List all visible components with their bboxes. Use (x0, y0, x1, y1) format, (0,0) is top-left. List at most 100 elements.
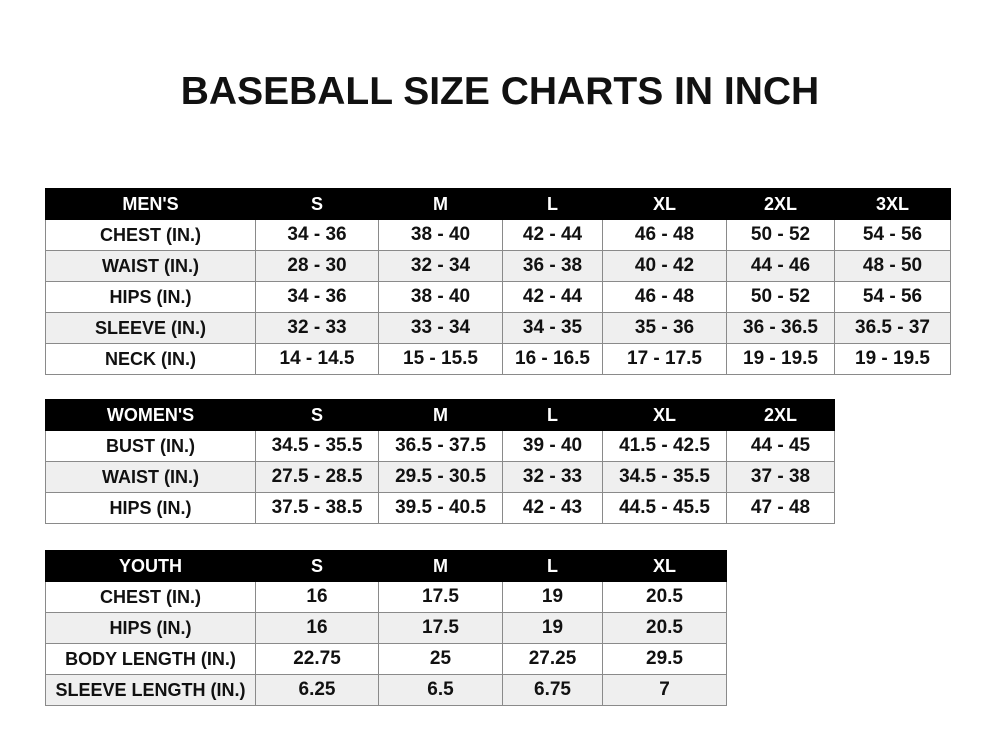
size-value: 7 (602, 674, 727, 706)
size-value: 16 - 16.5 (502, 343, 603, 375)
size-value: 34.5 - 35.5 (255, 430, 379, 462)
size-header: 2XL (726, 399, 835, 431)
table-row: SLEEVE LENGTH (IN.) 6.25 6.5 6.75 7 (45, 674, 727, 706)
header-row: YOUTH S M L XL (45, 550, 727, 582)
size-value: 50 - 52 (726, 281, 835, 313)
size-value: 19 - 19.5 (834, 343, 951, 375)
table-row: CHEST (IN.) 16 17.5 19 20.5 (45, 581, 727, 613)
size-value: 16 (255, 581, 379, 613)
size-value: 39 - 40 (502, 430, 603, 462)
table-row: HIPS (IN.) 16 17.5 19 20.5 (45, 612, 727, 644)
size-value: 16 (255, 612, 379, 644)
size-value: 6.75 (502, 674, 603, 706)
category-header: MEN'S (45, 188, 256, 220)
measurement-label: SLEEVE LENGTH (IN.) (45, 674, 256, 706)
size-value: 27.25 (502, 643, 603, 675)
size-value: 20.5 (602, 581, 727, 613)
size-value: 36.5 - 37 (834, 312, 951, 344)
size-value: 29.5 (602, 643, 727, 675)
size-value: 34.5 - 35.5 (602, 461, 727, 493)
size-header: S (255, 399, 379, 431)
size-value: 48 - 50 (834, 250, 951, 282)
size-value: 39.5 - 40.5 (378, 492, 503, 524)
size-value: 46 - 48 (602, 281, 727, 313)
size-value: 35 - 36 (602, 312, 727, 344)
size-value: 17.5 (378, 581, 503, 613)
size-value: 44 - 46 (726, 250, 835, 282)
size-value: 28 - 30 (255, 250, 379, 282)
size-value: 36.5 - 37.5 (378, 430, 503, 462)
size-value: 37 - 38 (726, 461, 835, 493)
size-value: 40 - 42 (602, 250, 727, 282)
size-value: 25 (378, 643, 503, 675)
header-row: WOMEN'S S M L XL 2XL (45, 399, 835, 431)
size-header: M (378, 188, 503, 220)
size-value: 54 - 56 (834, 281, 951, 313)
table-row: BUST (IN.) 34.5 - 35.5 36.5 - 37.5 39 - 40 4… (45, 430, 835, 462)
size-value: 34 - 36 (255, 281, 379, 313)
size-value: 44.5 - 45.5 (602, 492, 727, 524)
size-value: 15 - 15.5 (378, 343, 503, 375)
page-title: BASEBALL SIZE CHARTS IN INCH (180, 70, 820, 113)
size-value: 19 - 19.5 (726, 343, 835, 375)
size-header: 3XL (834, 188, 951, 220)
size-value: 41.5 - 42.5 (602, 430, 727, 462)
size-header: L (502, 550, 603, 582)
table-row: HIPS (IN.) 37.5 - 38.5 39.5 - 40.5 42 - 43 4… (45, 492, 835, 524)
size-header: S (255, 188, 379, 220)
header-row: MEN'S S M L XL 2XL 3XL (45, 188, 951, 220)
table-row: SLEEVE (IN.) 32 - 33 33 - 34 34 - 35 35 - 36… (45, 312, 951, 344)
category-header: WOMEN'S (45, 399, 256, 431)
size-value: 42 - 44 (502, 281, 603, 313)
size-header: M (378, 399, 503, 431)
size-value: 36 - 36.5 (726, 312, 835, 344)
size-header: XL (602, 188, 727, 220)
size-value: 33 - 34 (378, 312, 503, 344)
size-value: 6.25 (255, 674, 379, 706)
size-value: 36 - 38 (502, 250, 603, 282)
measurement-label: BUST (IN.) (45, 430, 256, 462)
size-value: 17 - 17.5 (602, 343, 727, 375)
table-row: NECK (IN.) 14 - 14.5 15 - 15.5 16 - 16.5 17 … (45, 343, 951, 375)
size-value: 44 - 45 (726, 430, 835, 462)
size-value: 6.5 (378, 674, 503, 706)
size-header: 2XL (726, 188, 835, 220)
size-value: 42 - 44 (502, 219, 603, 251)
size-value: 32 - 34 (378, 250, 503, 282)
size-value: 54 - 56 (834, 219, 951, 251)
size-header: L (502, 188, 603, 220)
table-row: HIPS (IN.) 34 - 36 38 - 40 42 - 44 46 - 48 50… (45, 281, 951, 313)
size-value: 47 - 48 (726, 492, 835, 524)
table-row: BODY LENGTH (IN.) 22.75 25 27.25 29.5 (45, 643, 727, 675)
size-header: S (255, 550, 379, 582)
size-value: 17.5 (378, 612, 503, 644)
measurement-label: SLEEVE (IN.) (45, 312, 256, 344)
size-value: 34 - 35 (502, 312, 603, 344)
measurement-label: HIPS (IN.) (45, 492, 256, 524)
measurement-label: HIPS (IN.) (45, 281, 256, 313)
category-header: YOUTH (45, 550, 256, 582)
size-value: 38 - 40 (378, 219, 503, 251)
measurement-label: NECK (IN.) (45, 343, 256, 375)
size-value: 29.5 - 30.5 (378, 461, 503, 493)
size-value: 42 - 43 (502, 492, 603, 524)
measurement-label: WAIST (IN.) (45, 250, 256, 282)
size-value: 14 - 14.5 (255, 343, 379, 375)
table-row: CHEST (IN.) 34 - 36 38 - 40 42 - 44 46 - 48 5… (45, 219, 951, 251)
size-value: 32 - 33 (255, 312, 379, 344)
size-header: XL (602, 550, 727, 582)
size-header: XL (602, 399, 727, 431)
size-header: M (378, 550, 503, 582)
size-value: 22.75 (255, 643, 379, 675)
measurement-label: HIPS (IN.) (45, 612, 256, 644)
womens-size-table: WOMEN'S S M L XL 2XL BUST (IN.) 34.5 - 35.5 36.5… (45, 399, 835, 524)
size-value: 27.5 - 28.5 (255, 461, 379, 493)
size-value: 20.5 (602, 612, 727, 644)
size-value: 37.5 - 38.5 (255, 492, 379, 524)
size-value: 34 - 36 (255, 219, 379, 251)
youth-size-table: YOUTH S M L XL CHEST (IN.) 16 17.5 19 20.5 HIPS (I… (45, 550, 727, 706)
size-value: 32 - 33 (502, 461, 603, 493)
size-value: 38 - 40 (378, 281, 503, 313)
table-row: WAIST (IN.) 27.5 - 28.5 29.5 - 30.5 32 - 33… (45, 461, 835, 493)
table-row: WAIST (IN.) 28 - 30 32 - 34 36 - 38 40 - 42 4… (45, 250, 951, 282)
